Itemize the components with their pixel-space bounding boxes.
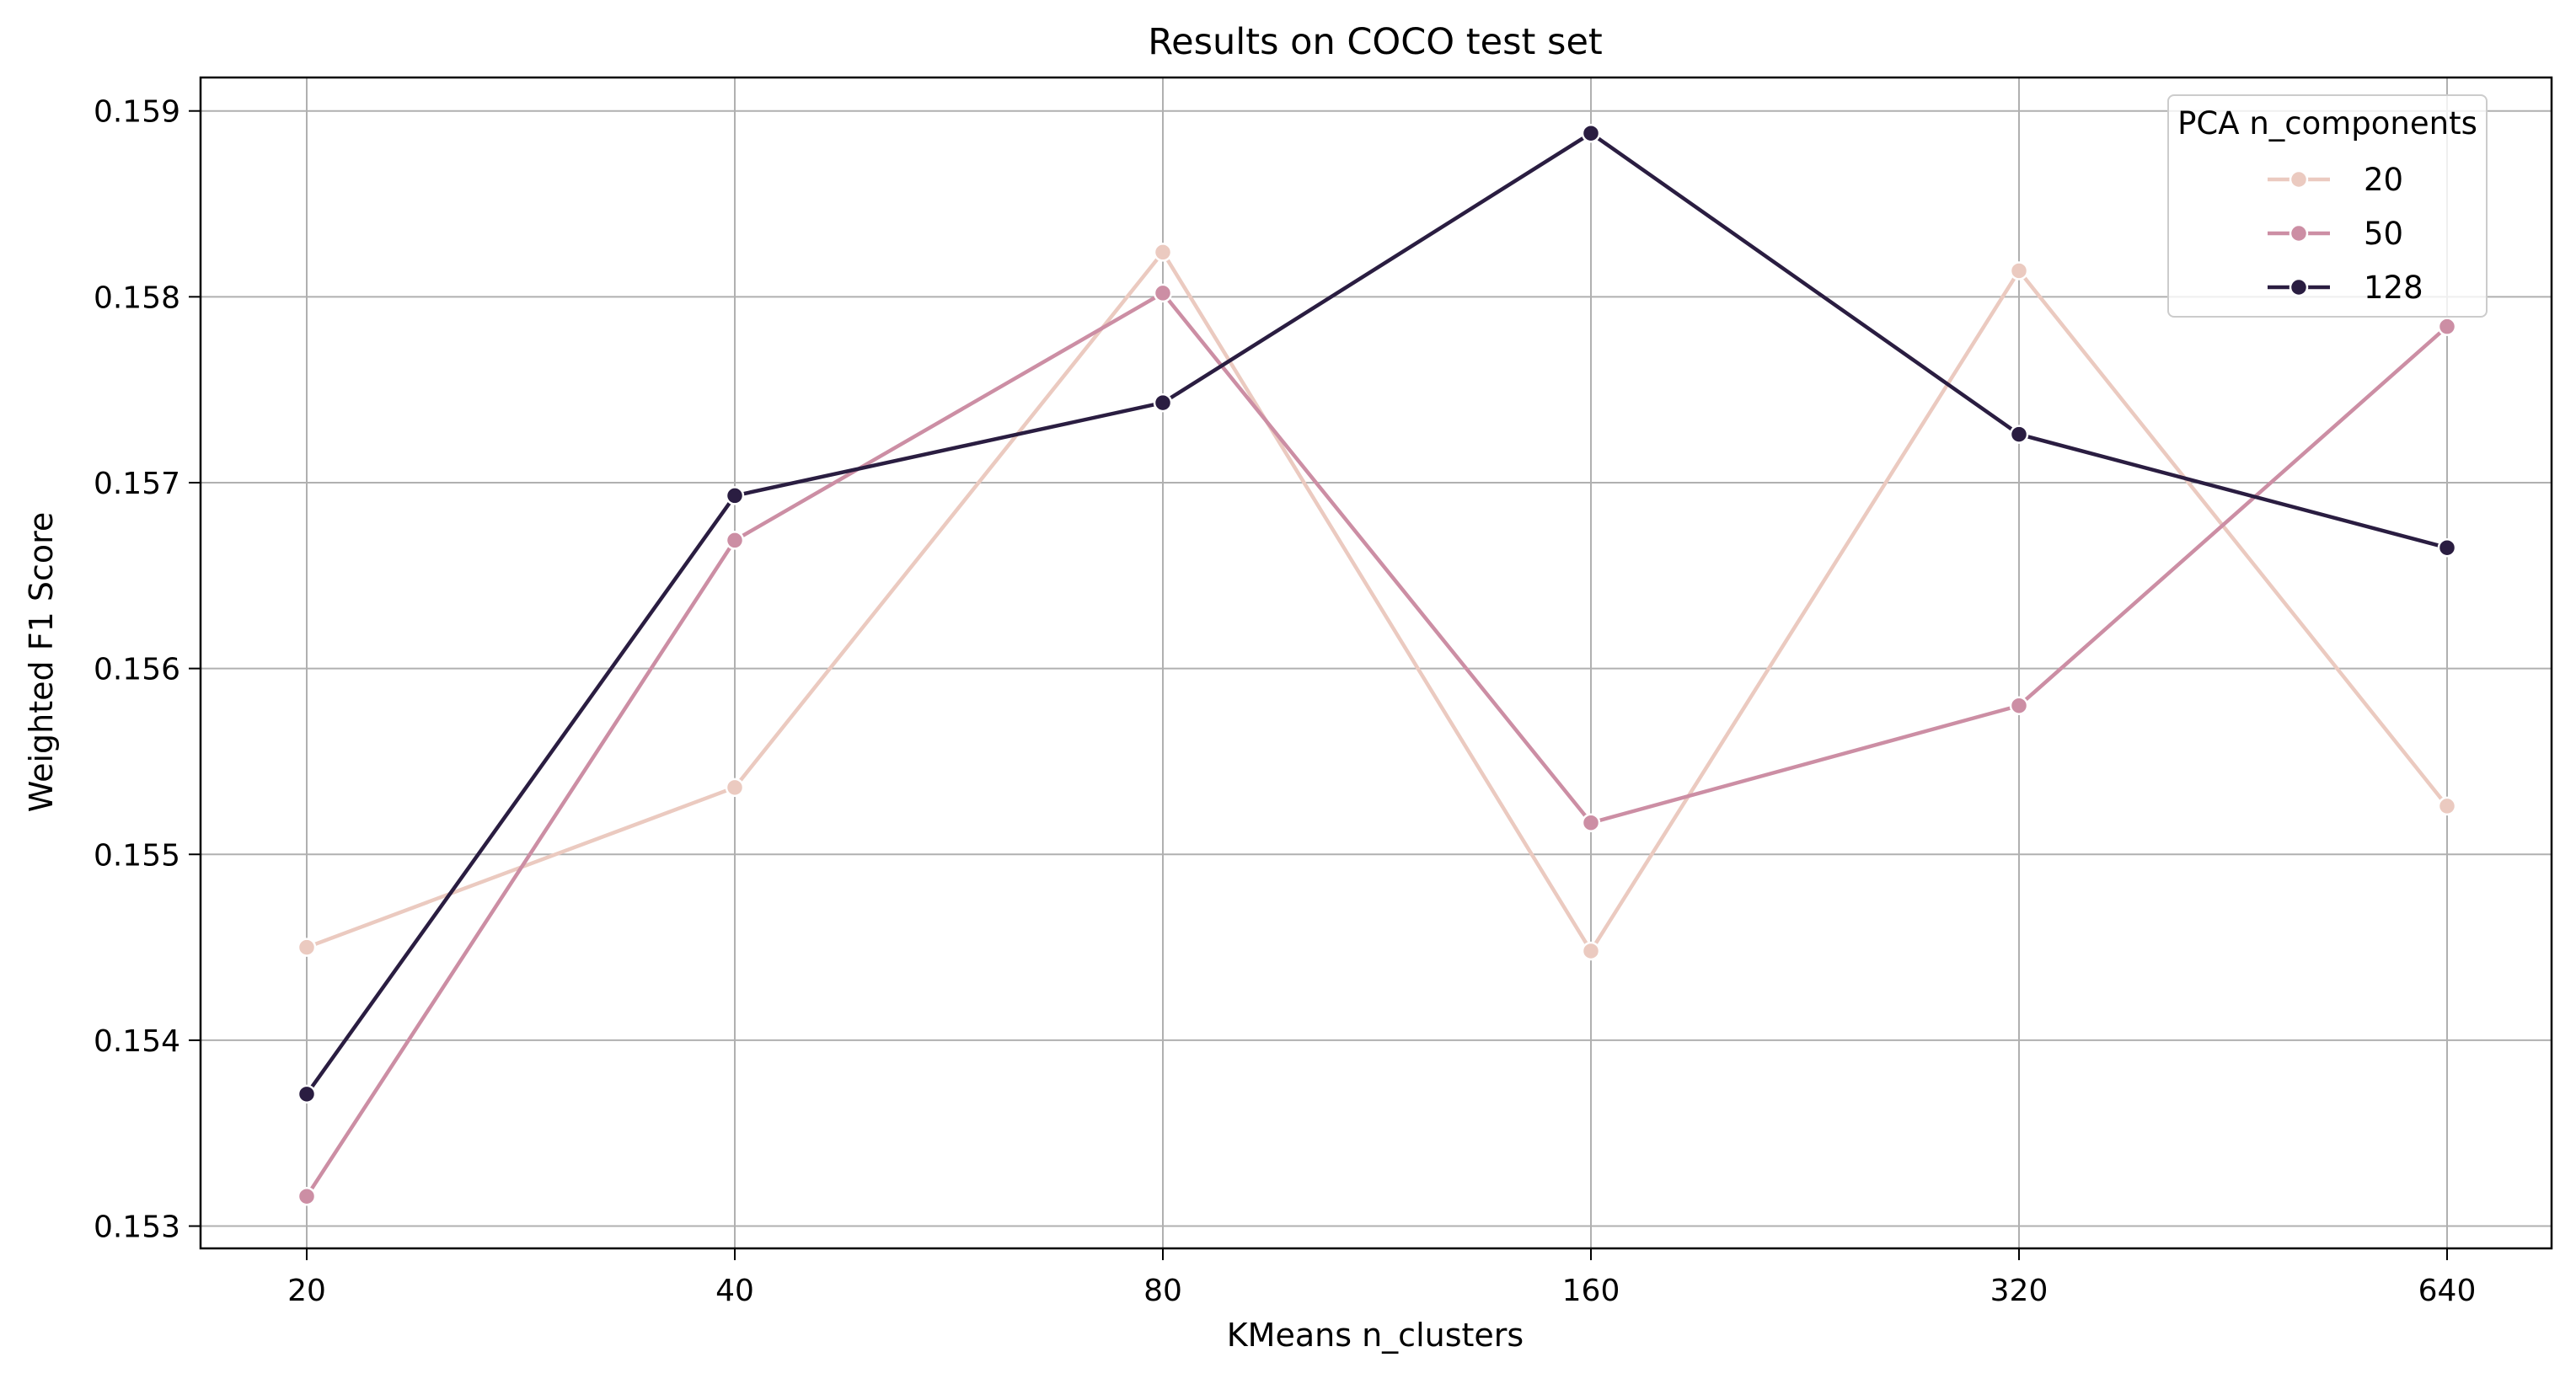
series-lines xyxy=(297,123,2457,1206)
data-point xyxy=(2437,796,2457,816)
y-axis-label: Weighted F1 Score xyxy=(23,512,60,813)
x-axis-label: KMeans n_clusters xyxy=(1227,1317,1524,1354)
x-tick-label: 40 xyxy=(715,1274,754,1308)
plot-frame xyxy=(199,76,2553,1250)
legend-title: PCA n_components xyxy=(2177,105,2477,142)
data-point xyxy=(725,531,745,550)
data-point xyxy=(1581,123,1601,143)
chart-title: Results on COCO test set xyxy=(1148,21,1603,63)
legend-label: 128 xyxy=(2364,270,2423,306)
y-tick-label: 0.158 xyxy=(94,281,180,315)
series-line xyxy=(304,291,2450,1199)
data-point xyxy=(725,777,745,798)
data-point xyxy=(1581,813,1601,832)
legend-item-50: 50 xyxy=(2268,216,2403,252)
data-point xyxy=(2009,425,2029,444)
y-tick-label: 0.153 xyxy=(94,1210,180,1245)
y-tick-label: 0.156 xyxy=(94,653,180,687)
y-tick-label: 0.154 xyxy=(94,1024,180,1059)
data-point xyxy=(297,1186,317,1206)
y-tick-label: 0.159 xyxy=(94,95,180,130)
y-tick-label: 0.157 xyxy=(94,467,180,501)
x-tick-label: 20 xyxy=(287,1274,326,1308)
axes: 20 40 80 160 320 640 0.153 0.154 0.155 0.156 0.157… xyxy=(94,76,2553,1308)
series-line xyxy=(304,250,2450,954)
data-point xyxy=(1153,243,1173,262)
legend-item-20: 20 xyxy=(2268,162,2403,198)
x-tick-label: 80 xyxy=(1143,1274,1182,1308)
legend-marker xyxy=(2289,169,2309,190)
data-point xyxy=(725,486,745,505)
data-point xyxy=(1581,941,1601,961)
series-20 xyxy=(297,243,2457,961)
data-point xyxy=(297,1084,317,1104)
legend-item-128: 128 xyxy=(2268,270,2423,306)
x-tick-label: 160 xyxy=(1562,1274,1620,1308)
series-line xyxy=(304,131,2450,1097)
legend-marker xyxy=(2289,277,2309,297)
data-point xyxy=(2009,696,2029,715)
legend-label: 20 xyxy=(2364,162,2403,198)
data-point xyxy=(2009,261,2029,281)
legend-label: 50 xyxy=(2364,216,2403,252)
series-50 xyxy=(297,283,2457,1206)
series-128 xyxy=(297,123,2457,1104)
data-point xyxy=(1153,393,1173,413)
legend-box xyxy=(2167,94,2488,318)
legend: PCA n_components 20 50 128 xyxy=(2167,94,2488,318)
data-point xyxy=(297,938,317,957)
data-point xyxy=(2437,537,2457,558)
legend-marker xyxy=(2289,223,2309,243)
x-tick-label: 640 xyxy=(2418,1274,2477,1308)
data-point xyxy=(2437,317,2457,336)
y-tick-label: 0.155 xyxy=(94,838,180,873)
x-tick-label: 320 xyxy=(1990,1274,2048,1308)
data-point xyxy=(1153,283,1173,303)
